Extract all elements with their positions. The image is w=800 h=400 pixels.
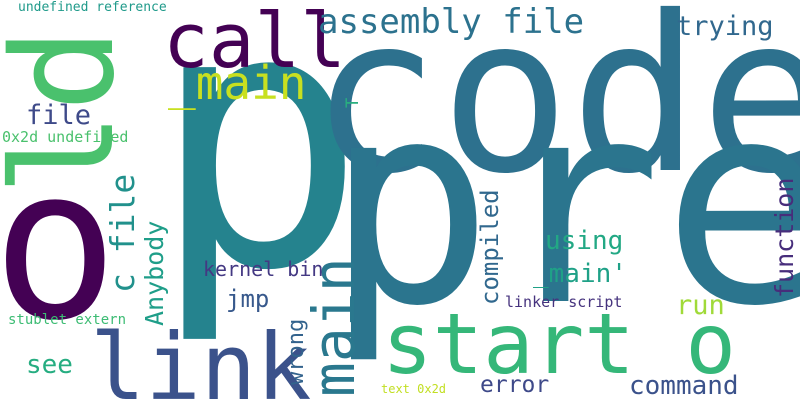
word-function: function <box>770 177 799 298</box>
word-text-hex: text 0x2d <box>381 382 447 396</box>
word-compiled: compiled <box>476 189 504 305</box>
word-error: error <box>480 372 550 398</box>
word-code: code <box>310 0 800 221</box>
word-wrong: wrong <box>284 318 309 385</box>
word-assembly-file: assembly file <box>318 2 585 42</box>
word-hex-undefined: 0x2d undefined <box>2 128 129 146</box>
word-link: link <box>90 314 312 400</box>
word-main-underscore: _main <box>168 56 307 110</box>
word-file: file <box>26 100 92 131</box>
word-main-quote: _main' <box>533 259 627 289</box>
word-c-file: c file <box>103 173 142 293</box>
word-t: T <box>343 97 363 108</box>
word-anybody: Anybody <box>140 220 169 326</box>
word-kernel-bin: kernel bin <box>203 257 324 281</box>
word-start-o: start o <box>382 295 737 393</box>
word-o-large: o <box>0 122 119 367</box>
word-jmp: jmp <box>226 285 270 313</box>
word-trying: trying <box>676 11 774 42</box>
word-pre: pre <box>325 42 800 368</box>
word-run: run <box>676 290 725 321</box>
word-see: see <box>26 350 73 380</box>
word-undefined-reference: undefined reference <box>18 0 167 15</box>
word-call: call <box>163 0 347 85</box>
word-linker-script: linker script <box>505 293 623 311</box>
word-stublet-extern: stublet extern <box>8 312 127 328</box>
word-p: p <box>150 0 367 349</box>
word-command: command <box>629 371 739 400</box>
word-using: using <box>545 226 624 256</box>
